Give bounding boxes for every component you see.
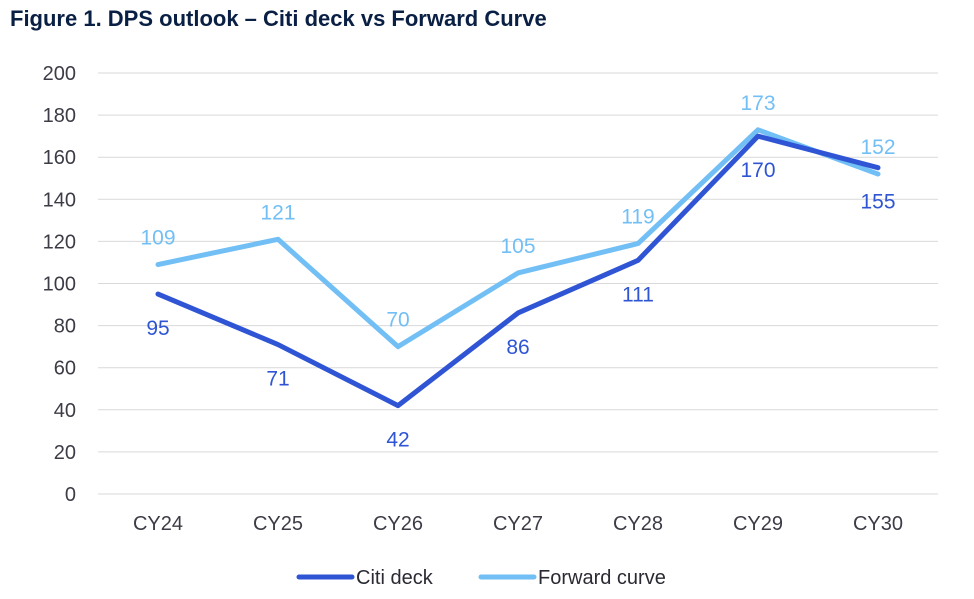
x-tick-label: CY28 (613, 513, 663, 535)
data-labels: 109 121 70 105 119 173 152 95 71 42 86 111 170 155 (140, 92, 895, 452)
y-tick-label: 20 (54, 442, 76, 464)
x-tick-label: CY30 (853, 513, 903, 535)
x-tick-label: CY27 (493, 513, 543, 535)
x-tick-label: CY25 (253, 513, 303, 535)
data-label: 121 (260, 201, 295, 224)
data-label: 111 (622, 283, 654, 306)
data-label: 95 (146, 317, 169, 340)
legend-label: Forward curve (538, 567, 666, 589)
data-label: 42 (386, 429, 409, 452)
y-tick-label: 160 (43, 147, 76, 169)
y-axis-ticks: 0 20 40 60 80 100 120 140 160 180 200 (43, 63, 76, 506)
data-label: 152 (860, 136, 895, 159)
legend-label: Citi deck (356, 567, 434, 589)
y-tick-label: 60 (54, 358, 76, 380)
x-tick-label: CY24 (133, 513, 183, 535)
y-tick-label: 180 (43, 105, 76, 127)
legend: Citi deck Forward curve (296, 567, 666, 589)
x-tick-label: CY26 (373, 513, 423, 535)
data-label: 119 (621, 206, 654, 229)
x-tick-label: CY29 (733, 513, 783, 535)
series-line-citi-deck (155, 133, 881, 409)
y-tick-label: 120 (43, 231, 76, 253)
data-label: 70 (386, 309, 409, 332)
series-line-forward-curve (155, 127, 881, 350)
gridlines (98, 72, 938, 495)
series-lines (155, 127, 881, 409)
y-tick-label: 200 (43, 63, 76, 85)
data-label: 86 (506, 336, 529, 359)
data-label: 170 (740, 159, 775, 182)
data-label: 155 (860, 191, 895, 214)
data-label: 173 (740, 92, 775, 115)
y-tick-label: 40 (54, 400, 76, 422)
x-axis-ticks: CY24 CY25 CY26 CY27 CY28 CY29 CY30 (133, 513, 903, 535)
y-tick-label: 0 (65, 484, 76, 506)
data-label: 109 (140, 227, 175, 250)
y-tick-label: 140 (43, 189, 76, 211)
data-label: 71 (266, 368, 289, 391)
y-tick-label: 100 (43, 274, 76, 296)
y-tick-label: 80 (54, 316, 76, 338)
data-label: 105 (500, 235, 535, 258)
chart-title: Figure 1. DPS outlook – Citi deck vs For… (10, 6, 547, 31)
